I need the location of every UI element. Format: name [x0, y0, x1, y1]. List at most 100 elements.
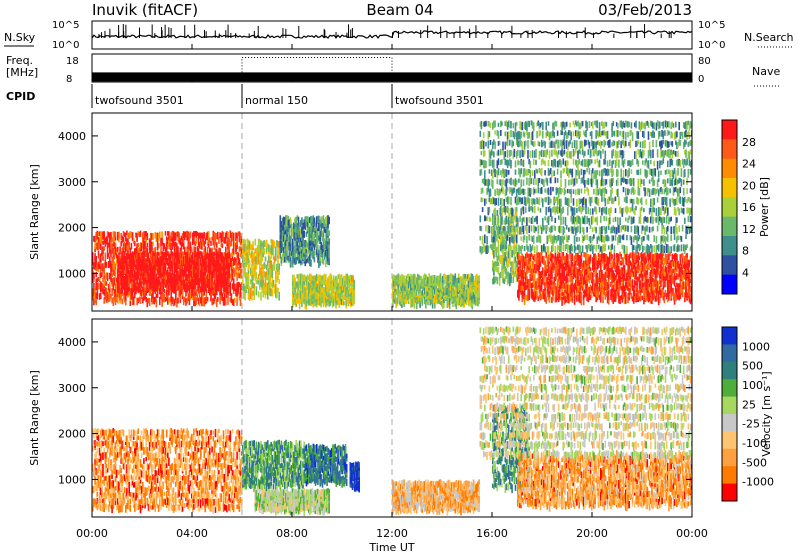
heatmap-cell — [247, 291, 250, 300]
heatmap-cell — [262, 278, 265, 286]
heatmap-cell — [230, 258, 233, 265]
heatmap-cell — [160, 265, 162, 274]
heatmap-cell — [155, 294, 158, 299]
heatmap-cell — [326, 246, 328, 252]
heatmap-cell — [184, 261, 186, 270]
heatmap-cell — [505, 261, 508, 267]
heatmap-cell — [517, 260, 519, 270]
heatmap-cell — [113, 289, 116, 295]
heatmap-cell — [201, 261, 203, 271]
heatmap-cell — [176, 247, 178, 257]
heatmap-cell — [262, 263, 265, 272]
heatmap-cell — [172, 237, 175, 247]
heatmap-cell — [409, 276, 411, 283]
heatmap-cell — [111, 263, 113, 270]
heatmap-cell — [294, 245, 296, 250]
heatmap-cell — [521, 261, 524, 269]
heatmap-cell — [101, 237, 103, 243]
heatmap-cell — [518, 256, 520, 261]
heatmap-cell — [422, 285, 425, 291]
heatmap-cell — [230, 267, 233, 276]
heatmap-cell — [159, 231, 161, 239]
heatmap-cell — [351, 290, 353, 295]
heatmap-cell — [112, 231, 115, 236]
heatmap-cell — [175, 284, 177, 290]
heatmap-cell — [219, 252, 221, 259]
heatmap-cell — [301, 217, 303, 223]
heatmap-cell — [281, 234, 284, 239]
heatmap-cell — [103, 266, 105, 275]
heatmap-cell — [573, 296, 576, 305]
heatmap-cell — [160, 238, 162, 243]
heatmap-cell — [212, 258, 215, 268]
heatmap-cell — [228, 277, 230, 284]
heatmap-cell — [206, 274, 209, 280]
heatmap-cell — [312, 275, 315, 285]
heatmap-cell — [159, 256, 161, 266]
heatmap-cell — [210, 248, 212, 255]
heatmap-cell — [134, 266, 136, 275]
heatmap-cell — [93, 297, 95, 306]
heatmap-cell — [288, 227, 291, 234]
heatmap-cell — [228, 238, 230, 246]
heatmap-cell — [313, 242, 316, 250]
heatmap-cell — [144, 293, 146, 300]
heatmap-cell — [125, 271, 127, 277]
heatmap-cell — [232, 246, 235, 254]
heatmap-cell — [179, 272, 182, 278]
heatmap-cell — [463, 294, 466, 301]
heatmap-cell — [197, 267, 200, 275]
heatmap-cell — [132, 251, 135, 261]
heatmap-cell — [102, 287, 104, 295]
heatmap-cell — [198, 253, 201, 259]
heatmap-cell — [326, 259, 328, 264]
heatmap-cell — [239, 246, 242, 252]
heatmap-cell — [445, 284, 447, 293]
heatmap-cell — [510, 276, 512, 284]
heatmap-cell — [279, 220, 282, 226]
heatmap-cell — [292, 255, 294, 265]
heatmap-cell — [120, 258, 122, 266]
heatmap-cell — [590, 286, 593, 291]
heatmap-cell — [269, 283, 271, 288]
heatmap-cell — [231, 266, 234, 273]
heatmap-cell — [100, 281, 102, 290]
heatmap-cell — [559, 278, 561, 285]
heatmap-cell — [203, 261, 205, 270]
heatmap-cell — [173, 264, 176, 270]
heatmap-cell — [568, 292, 570, 299]
heatmap-cell — [532, 268, 535, 273]
heatmap-cell — [134, 283, 136, 288]
heatmap-cell — [314, 222, 317, 231]
heatmap-cell — [556, 286, 559, 294]
heatmap-cell — [414, 294, 417, 304]
heatmap-cell — [494, 241, 496, 247]
heatmap-cell — [206, 276, 209, 285]
heatmap-cell — [318, 296, 320, 305]
heatmap-cell — [215, 242, 218, 248]
heatmap-cell — [236, 272, 238, 281]
heatmap-cell — [181, 233, 184, 238]
heatmap-cell — [97, 266, 100, 273]
heatmap-cell — [321, 275, 324, 281]
heatmap-cell — [503, 220, 505, 225]
heatmap-cell — [318, 274, 320, 284]
heatmap-cell — [239, 292, 242, 298]
heatmap-cell — [285, 226, 287, 235]
heatmap-cell — [196, 285, 199, 292]
heatmap-cell — [312, 250, 315, 260]
heatmap-cell — [154, 266, 157, 275]
heatmap-cell — [447, 275, 450, 282]
heatmap-cell — [137, 288, 140, 294]
heatmap-cell — [448, 274, 451, 280]
heatmap-cell — [521, 294, 524, 303]
heatmap-cell — [312, 287, 315, 295]
heatmap-cell — [287, 229, 290, 235]
heatmap-cell — [102, 241, 104, 245]
heatmap-cell — [353, 279, 355, 285]
heatmap-cell — [281, 217, 284, 226]
heatmap-cell — [421, 278, 424, 285]
heatmap-cell — [273, 256, 276, 263]
heatmap-cell — [511, 261, 513, 270]
heatmap-cell — [140, 266, 143, 272]
